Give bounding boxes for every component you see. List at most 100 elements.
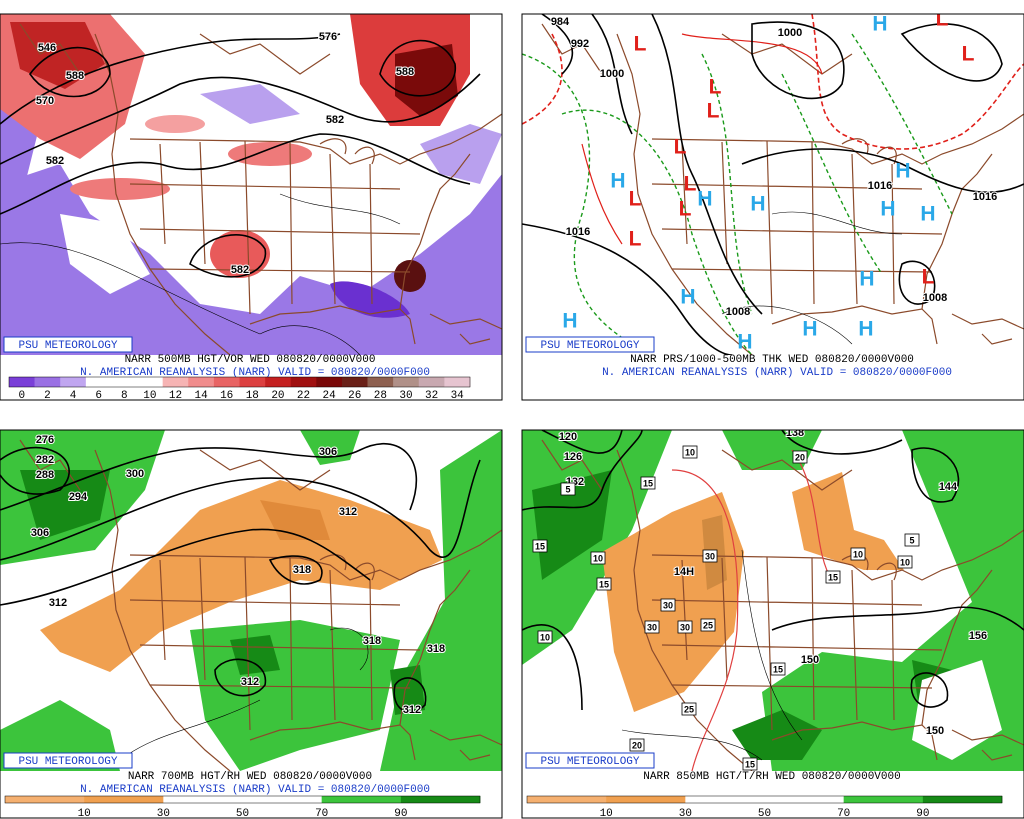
- box-label: 10: [853, 549, 863, 559]
- colorbar-segment: [400, 796, 481, 803]
- box-label-frame: [850, 547, 866, 561]
- colorbar-tick-label: 30: [679, 808, 692, 819]
- colorbar-segment: [162, 377, 189, 387]
- colorbar-segment: [764, 796, 844, 803]
- contour-label: 288: [36, 469, 54, 481]
- box-label-frame: [644, 620, 660, 634]
- high-center: H: [737, 331, 752, 354]
- colorbar-segment: [265, 377, 292, 387]
- contour-label: 312: [49, 597, 67, 609]
- box-label-frame: [640, 476, 656, 490]
- colorbar-segment: [60, 377, 87, 387]
- box-label-frame: [742, 757, 758, 771]
- box-label-frame: [537, 630, 553, 644]
- colorbar-segment: [137, 377, 163, 387]
- colorbar-segment: [34, 377, 61, 387]
- high-center: H: [610, 170, 625, 193]
- contour-label: 582: [326, 114, 344, 126]
- box-label: 30: [647, 622, 657, 632]
- contour-label: 306: [319, 446, 337, 458]
- low-center: L: [679, 198, 692, 221]
- box-label: 10: [685, 447, 695, 457]
- panel-border: [521, 429, 1024, 819]
- colorbar-segment: [606, 796, 686, 803]
- colorbar-tick-label: 50: [236, 808, 249, 819]
- box-label: 20: [632, 740, 642, 750]
- caption: NARR 850MB HGT/T/RH WED 080820/0000V000: [643, 771, 900, 783]
- contour-label: 588: [66, 70, 84, 82]
- box-label: 30: [663, 600, 673, 610]
- contour-label: 312: [403, 704, 421, 716]
- contour-label: 1016: [868, 180, 892, 192]
- contour-label: 120: [559, 431, 577, 443]
- contour-label: 14H: [674, 566, 694, 578]
- low-center: L: [674, 136, 687, 159]
- colorbar-tick-label: 2: [44, 390, 51, 402]
- box-label-frame: [629, 738, 645, 752]
- colorbar-segment: [418, 377, 445, 387]
- box-label-frame: [770, 662, 786, 676]
- box-label: 15: [745, 759, 755, 769]
- colorbar-segment: [316, 377, 343, 387]
- subcaption: N. AMERICAN REANALYSIS (NARR) VALID = 08…: [80, 367, 430, 379]
- colorbar-segment: [321, 796, 402, 803]
- contour-label: 312: [241, 676, 259, 688]
- box-label-frame: [897, 555, 913, 569]
- colorbar-tick-label: 24: [323, 390, 337, 402]
- caption: NARR PRS/1000-500MB THK WED 080820/0000V…: [630, 354, 914, 366]
- contour-label: 1016: [973, 191, 997, 203]
- colorbar-segment: [685, 796, 765, 803]
- box-label: 30: [680, 622, 690, 632]
- colorbar-tick-label: 10: [143, 390, 156, 402]
- contour-label: 306: [31, 527, 49, 539]
- box-label: 20: [795, 452, 805, 462]
- low-center: L: [629, 188, 642, 211]
- box-label-frame: [681, 702, 697, 716]
- contour-label: 582: [231, 264, 249, 276]
- contour-label: 318: [427, 643, 445, 655]
- colorbar-tick-label: 8: [121, 390, 128, 402]
- colorbar-tick-label: 6: [95, 390, 102, 402]
- contour-label: 156: [969, 630, 987, 642]
- high-center: H: [562, 310, 577, 333]
- colorbar-tick-label: 30: [157, 808, 170, 819]
- contour-label: 1016: [566, 226, 590, 238]
- colorbar-segment: [213, 377, 240, 387]
- colorbar-segment: [85, 377, 112, 387]
- map: 276 282 288 294 300 306 306 312 318 312 …: [0, 430, 502, 771]
- colorbar-tick-label: 18: [246, 390, 259, 402]
- box-label-frame: [596, 577, 612, 591]
- colorbar-tick-label: 14: [194, 390, 208, 402]
- high-center: H: [680, 286, 695, 309]
- high-center: H: [802, 318, 817, 341]
- colorbar-segment: [111, 377, 138, 387]
- panel: 276 282 288 294 300 306 306 312 318 312 …: [0, 429, 503, 819]
- panel: 120 126 132 138 144 150 156 150 14H 10 20…: [521, 429, 1024, 819]
- colorbar-frame: [8, 376, 471, 388]
- contour-label: 1000: [600, 68, 624, 80]
- badge: PSU METEOROLOGY: [540, 340, 639, 352]
- colorbar-frame: [526, 795, 1003, 804]
- box-label-frame: [825, 570, 841, 584]
- colorbar-segment: [239, 377, 266, 387]
- box-label: 5: [565, 484, 570, 494]
- contour-label: 126: [564, 451, 582, 463]
- box-label-frame: [904, 533, 920, 547]
- contour-label: 984: [551, 16, 570, 28]
- high-center: H: [895, 160, 910, 183]
- colorbar-tick-label: 50: [758, 808, 771, 819]
- colorbar-tick-label: 20: [271, 390, 284, 402]
- box-label-frame: [532, 539, 548, 553]
- colorbar-segment: [84, 796, 164, 803]
- map: 546 588 570 582 576 588 582 582: [0, 14, 502, 355]
- colorbar-segment: [922, 796, 1003, 803]
- colorbar-segment: [393, 377, 420, 387]
- contour-label: 150: [926, 725, 944, 737]
- contour-label: 318: [363, 635, 381, 647]
- panel: 546 588 570 582 576 588 582 582 PSU METE…: [0, 13, 503, 402]
- box-label-frame: [660, 598, 676, 612]
- high-center: H: [880, 198, 895, 221]
- colorbar-segment: [843, 796, 924, 803]
- colorbar-segment: [444, 377, 471, 387]
